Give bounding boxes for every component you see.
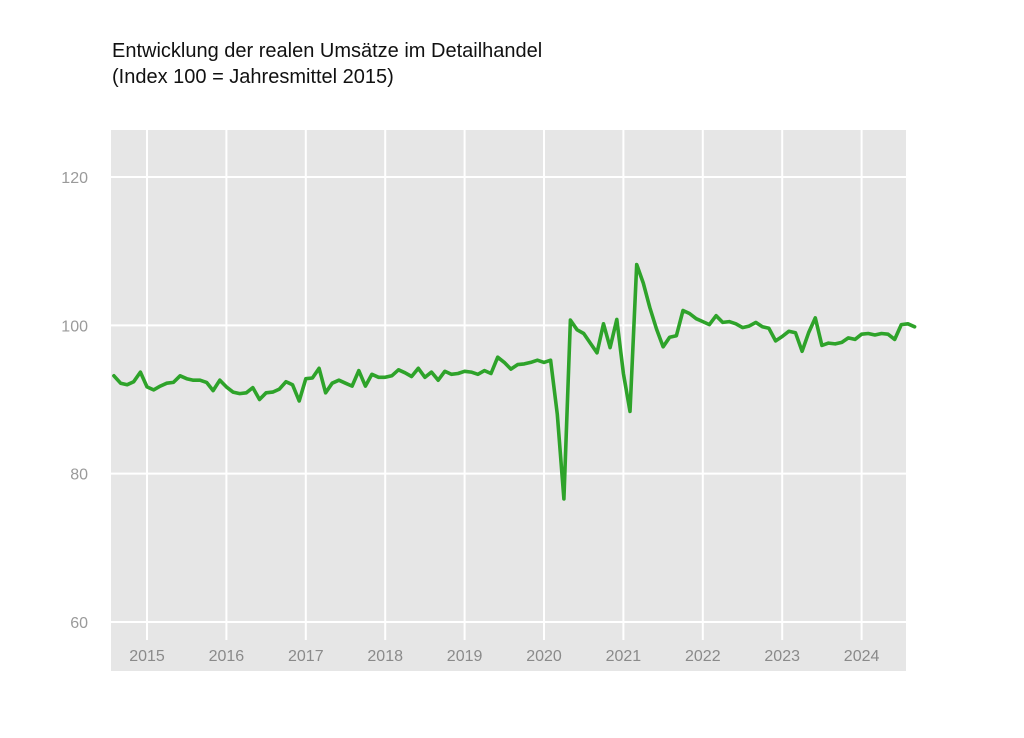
x-tick-label: 2020 [526,648,562,665]
series-line [112,262,917,501]
x-tick-label: 2016 [209,648,245,665]
y-tick-label: 120 [61,170,88,187]
x-tick-label: 2017 [288,648,324,665]
x-tick-label: 2022 [685,648,721,665]
x-tick-label: 2019 [447,648,483,665]
y-tick-label: 60 [70,615,88,632]
grid [111,130,906,640]
y-axis: 60 80 100 120 [61,170,88,632]
series-layer [112,262,917,501]
y-tick-label: 80 [70,467,88,484]
x-tick-label: 2021 [606,648,642,665]
chart-title: Entwicklung der realen Umsätze im Detail… [112,40,543,62]
x-tick-label: 2015 [129,648,165,665]
x-axis: 2015 2016 2017 2018 2019 2020 2021 2022 2023 2024 [129,648,879,665]
chart-subtitle: (Index 100 = Jahresmittel 2015) [112,66,394,88]
chart-title-block: Entwicklung der realen Umsätze im Detail… [112,38,542,90]
x-tick-label: 2023 [764,648,800,665]
x-tick-label: 2024 [844,648,880,665]
plot-area [111,130,906,671]
y-tick-label: 100 [61,318,88,335]
x-tick-label: 2018 [367,648,403,665]
